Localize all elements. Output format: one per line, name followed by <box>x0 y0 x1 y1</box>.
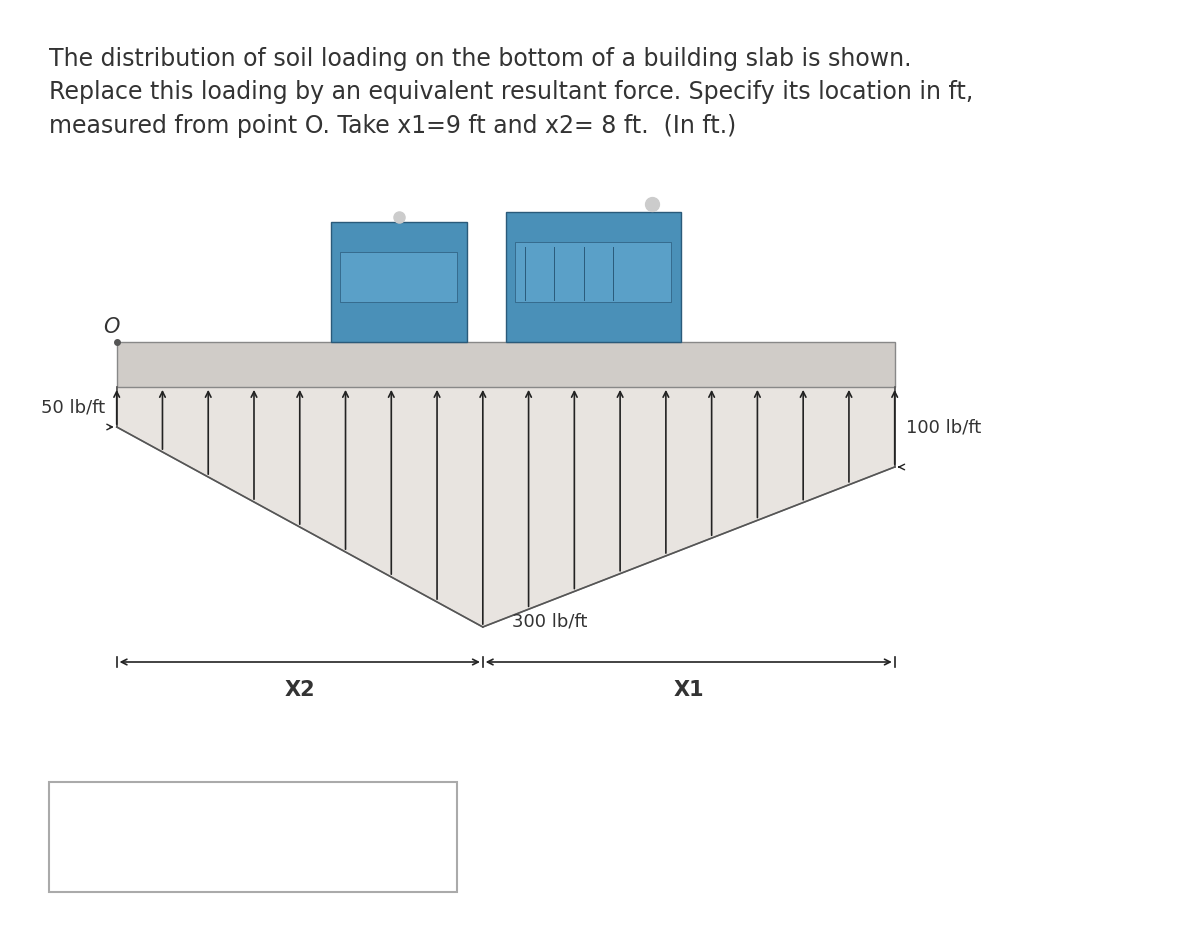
Bar <box>505 212 680 342</box>
Text: O: O <box>103 317 120 337</box>
Text: 100 lb/ft: 100 lb/ft <box>906 418 982 436</box>
Bar <box>331 222 467 342</box>
Text: 50 lb/ft: 50 lb/ft <box>41 398 106 416</box>
Bar <box>116 342 895 387</box>
Text: 300 lb/ft: 300 lb/ft <box>512 612 587 630</box>
Bar <box>341 252 457 302</box>
Bar <box>516 242 671 302</box>
Text: X1: X1 <box>673 680 704 700</box>
Polygon shape <box>116 387 895 627</box>
Text: X2: X2 <box>284 680 316 700</box>
FancyBboxPatch shape <box>49 782 457 892</box>
Text: The distribution of soil loading on the bottom of a building slab is shown.
Repl: The distribution of soil loading on the … <box>49 47 973 138</box>
